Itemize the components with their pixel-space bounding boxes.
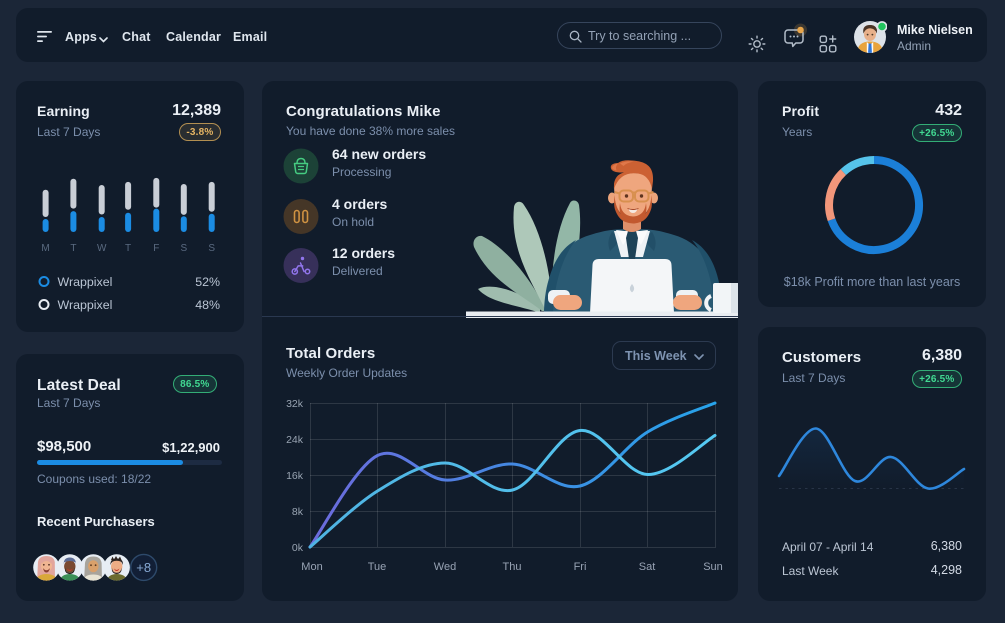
svg-text:Thu: Thu (503, 561, 522, 573)
svg-text:32k: 32k (286, 398, 304, 410)
svg-text:8k: 8k (292, 506, 304, 518)
svg-text:24k: 24k (286, 434, 304, 446)
svg-text:T: T (125, 243, 131, 254)
svg-text:S: S (180, 243, 187, 254)
svg-text:Mon: Mon (301, 561, 322, 573)
svg-text:S: S (208, 243, 215, 254)
svg-text:48%: 48% (195, 298, 220, 312)
svg-text:Sat: Sat (639, 561, 656, 573)
svg-text:T: T (70, 243, 76, 254)
svg-text:M: M (41, 243, 49, 254)
svg-text:0k: 0k (292, 542, 304, 554)
svg-text:52%: 52% (195, 275, 220, 289)
svg-text:Wed: Wed (434, 561, 456, 573)
svg-text:16k: 16k (286, 470, 304, 482)
svg-text:Tue: Tue (368, 561, 387, 573)
svg-text:Fri: Fri (574, 561, 587, 573)
svg-text:+8: +8 (136, 560, 151, 575)
svg-text:Sun: Sun (703, 561, 723, 573)
svg-text:Wrappixel: Wrappixel (58, 275, 113, 289)
svg-text:W: W (97, 243, 107, 254)
svg-text:F: F (153, 243, 159, 254)
svg-text:Wrappixel: Wrappixel (58, 298, 113, 312)
